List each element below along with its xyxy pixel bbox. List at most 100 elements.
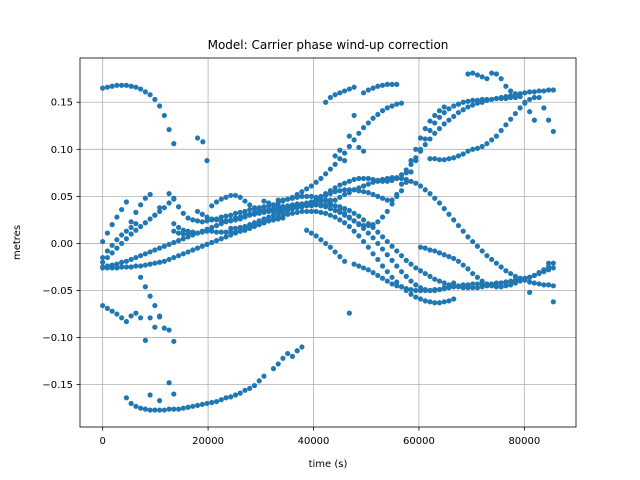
data-point [503, 83, 509, 89]
data-point [522, 99, 528, 105]
data-point [247, 206, 253, 213]
data-point [503, 122, 509, 128]
data-point [275, 203, 281, 209]
data-point [441, 280, 447, 286]
data-point [427, 127, 433, 134]
data-point [180, 227, 186, 233]
data-point [384, 208, 390, 215]
data-point [351, 137, 357, 143]
data-point [389, 281, 395, 287]
data-point [351, 261, 357, 267]
data-point [356, 175, 362, 182]
data-point [109, 250, 115, 256]
data-point [171, 254, 177, 261]
data-point [451, 296, 457, 302]
data-point [365, 222, 371, 229]
data-point [109, 265, 115, 271]
data-point [133, 254, 139, 261]
data-point [123, 318, 129, 325]
data-point [213, 222, 220, 229]
data-point [527, 289, 533, 295]
data-point [346, 310, 352, 316]
data-point [360, 125, 367, 131]
data-point [375, 178, 381, 184]
data-point [370, 115, 376, 121]
data-point [299, 203, 305, 209]
data-point [422, 270, 428, 277]
data-point [204, 400, 210, 407]
data-point [156, 205, 163, 211]
data-point [142, 251, 148, 257]
data-point [256, 222, 262, 228]
data-point [266, 208, 272, 215]
data-point [156, 208, 163, 215]
data-point [166, 200, 172, 206]
data-point [342, 187, 348, 193]
data-point [327, 94, 333, 101]
data-point [218, 229, 224, 235]
data-point [147, 92, 153, 98]
data-point [156, 103, 163, 109]
data-point [304, 186, 310, 192]
data-point [432, 112, 438, 119]
data-point [313, 194, 319, 200]
data-point [436, 250, 443, 256]
data-point [152, 96, 158, 103]
data-point [242, 198, 248, 204]
data-point [256, 210, 262, 216]
data-point [109, 308, 115, 314]
data-point [413, 287, 419, 294]
data-point [474, 285, 481, 291]
data-point [194, 230, 201, 236]
data-point [441, 157, 447, 163]
data-point [398, 100, 405, 106]
data-point [337, 182, 343, 188]
data-point [119, 315, 125, 321]
data-point [436, 300, 443, 306]
data-point [365, 181, 371, 187]
data-point [432, 195, 438, 201]
data-point [156, 314, 163, 320]
data-point [422, 298, 428, 304]
data-point [508, 88, 514, 94]
data-point [327, 212, 333, 218]
data-point [289, 210, 296, 216]
data-point [394, 81, 400, 87]
data-point [455, 153, 462, 159]
data-point [251, 205, 258, 211]
x-tick-label: 0 [99, 436, 105, 447]
data-point [508, 94, 514, 101]
data-point [360, 189, 367, 195]
data-point [470, 270, 476, 277]
data-point [242, 214, 248, 220]
data-point [512, 280, 518, 286]
data-point [470, 97, 476, 103]
data-point [100, 302, 106, 309]
data-point [436, 157, 443, 163]
data-point [441, 104, 447, 110]
data-point [138, 202, 144, 208]
data-point [550, 265, 556, 271]
data-point [166, 327, 172, 333]
data-point [356, 144, 362, 151]
data-point [261, 198, 267, 204]
data-point [360, 90, 367, 96]
data-point [180, 236, 186, 242]
data-point [261, 220, 267, 226]
data-point [346, 214, 352, 220]
data-point [536, 270, 542, 276]
data-point [351, 176, 357, 183]
data-point [417, 268, 424, 274]
data-point [375, 272, 381, 279]
data-point [171, 141, 177, 147]
data-point [270, 208, 277, 215]
data-point [280, 197, 286, 203]
data-point [346, 86, 352, 92]
data-point [104, 254, 111, 261]
data-point [138, 223, 144, 230]
data-point [451, 284, 457, 290]
data-point [213, 217, 220, 223]
data-point [114, 265, 120, 271]
data-point [503, 268, 509, 274]
